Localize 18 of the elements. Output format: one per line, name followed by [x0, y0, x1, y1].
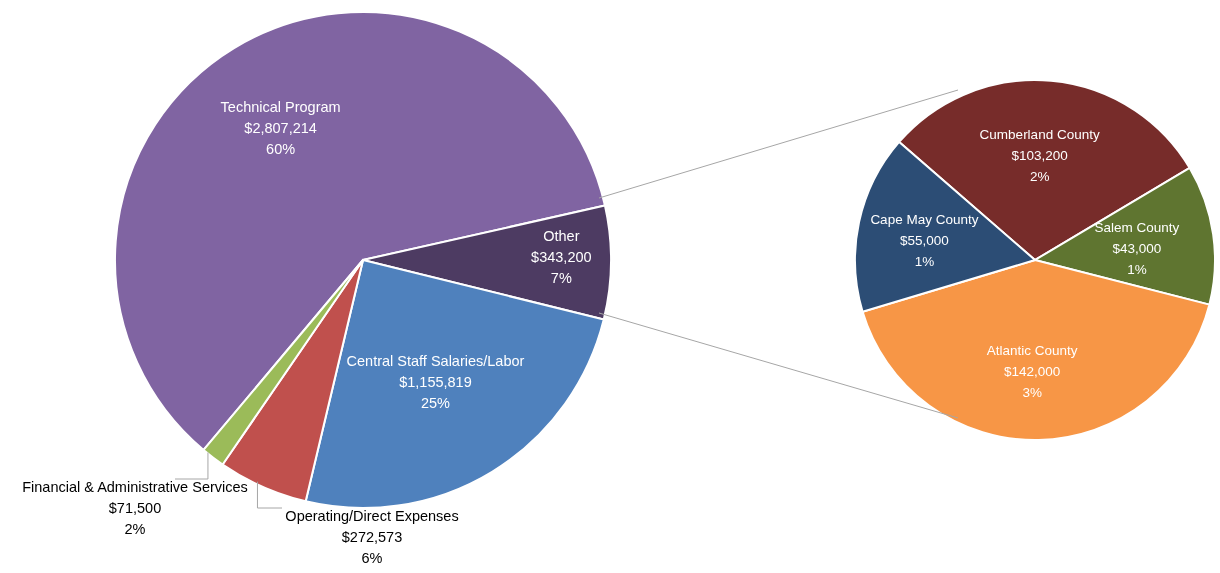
data-label: $2,807,214 60% [244, 119, 317, 157]
data-label: $1,155,819 25% [399, 374, 472, 412]
slice-label: Cumberland County [979, 127, 1100, 143]
slice-label: Salem County [1094, 219, 1180, 235]
data-label: $343,200 7% [531, 249, 592, 287]
data-label: $71,500 2% [108, 500, 162, 537]
slice-label: Financial & Administrative Services [22, 479, 248, 495]
slice-label: Atlantic County [986, 342, 1078, 358]
slice-label: Other [543, 228, 580, 245]
data-label: $55,000 1% [900, 233, 949, 270]
slice-label: Central Staff Salaries/Labor [346, 353, 525, 370]
slice-label: Cape May County [870, 212, 979, 228]
data-label: $103,200 2% [1011, 148, 1068, 185]
data-label: $142,000 3% [1004, 363, 1061, 400]
data-label: $43,000 1% [1112, 240, 1162, 277]
slice-label: Operating/Direct Expenses [285, 508, 459, 524]
slice-label: Technical Program [220, 98, 341, 115]
data-label: $272,573 6% [341, 529, 403, 566]
